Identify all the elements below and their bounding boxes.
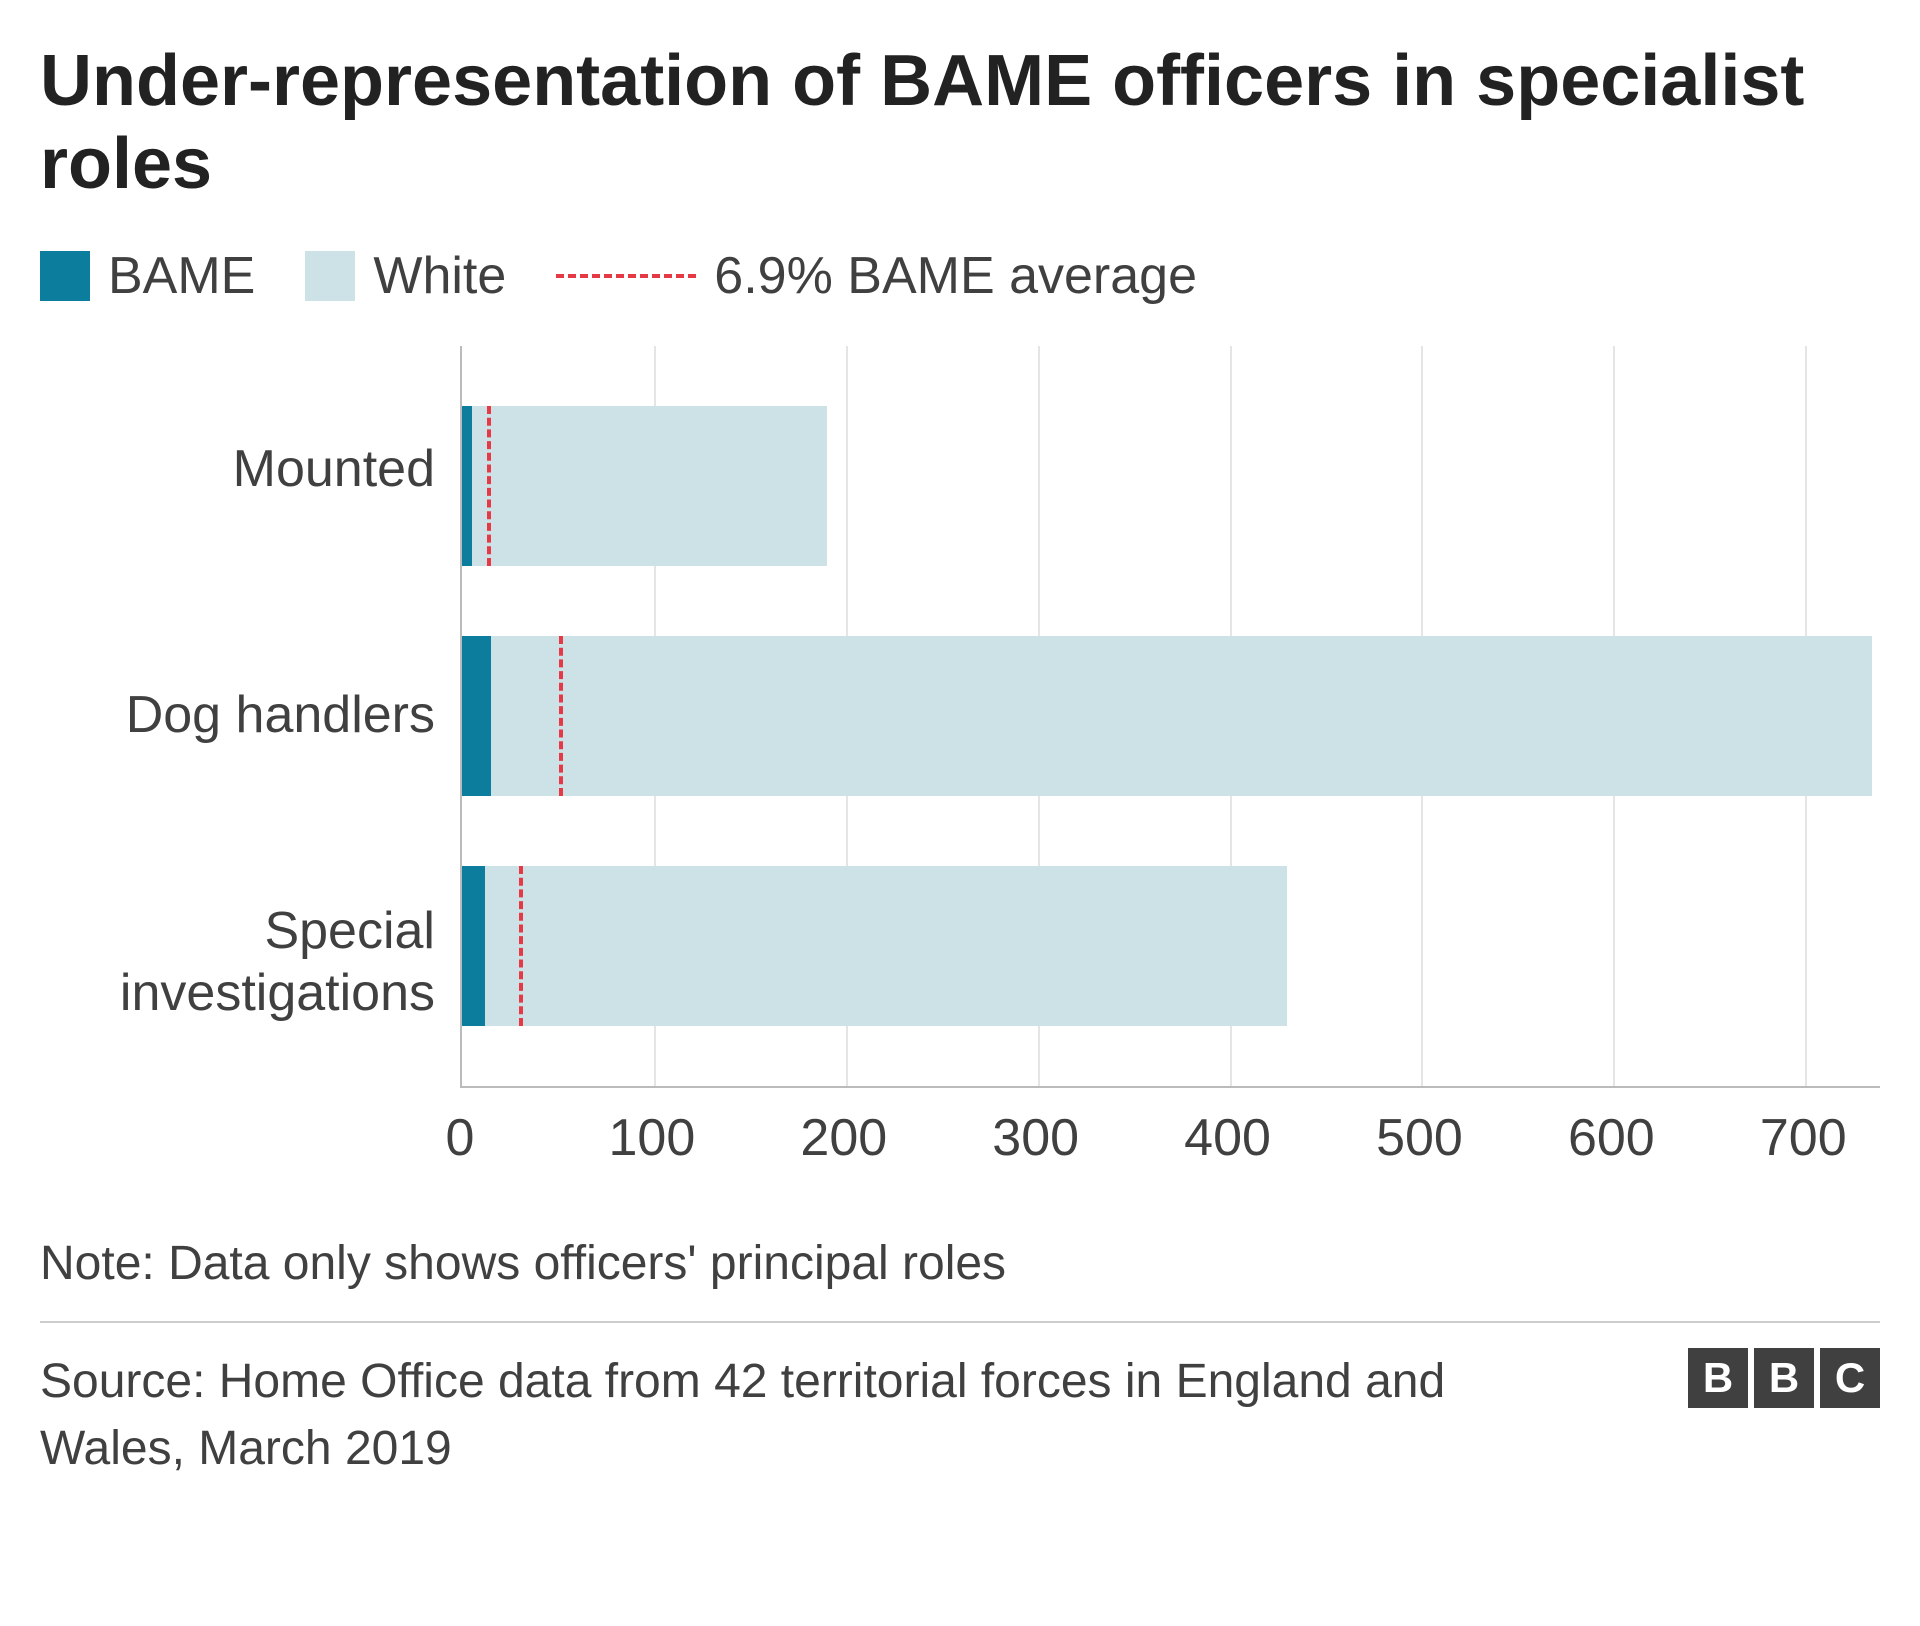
- x-tick: 100: [609, 1108, 696, 1168]
- bbc-letter: B: [1688, 1348, 1748, 1408]
- bar-segment-white: [472, 406, 827, 566]
- y-axis-labels: MountedDog handlersSpecial investigation…: [40, 346, 460, 1086]
- legend-label-average: 6.9% BAME average: [714, 246, 1197, 306]
- y-label: Special investigations: [40, 847, 435, 1077]
- legend: BAME White 6.9% BAME average: [40, 246, 1880, 306]
- chart-container: Under-representation of BAME officers in…: [40, 40, 1880, 1482]
- source-text: Source: Home Office data from 42 territo…: [40, 1348, 1540, 1482]
- bars-inner: [462, 346, 1880, 1086]
- x-tick: 300: [992, 1108, 1079, 1168]
- chart-note: Note: Data only shows officers' principa…: [40, 1236, 1880, 1323]
- bar-segment-bame: [462, 636, 491, 796]
- legend-item-white: White: [305, 246, 506, 306]
- y-label: Mounted: [40, 354, 435, 584]
- bar-segment-bame: [462, 406, 472, 566]
- bar-row: [462, 601, 1880, 831]
- legend-item-average: 6.9% BAME average: [556, 246, 1197, 306]
- average-line: [519, 866, 523, 1026]
- average-line: [559, 636, 563, 796]
- x-tick: 700: [1760, 1108, 1847, 1168]
- legend-item-bame: BAME: [40, 246, 255, 306]
- swatch-white: [305, 251, 355, 301]
- bars-region: [460, 346, 1880, 1086]
- bar-segment-bame: [462, 866, 485, 1026]
- swatch-bame: [40, 251, 90, 301]
- legend-label-white: White: [373, 246, 506, 306]
- average-line: [487, 406, 491, 566]
- chart-title: Under-representation of BAME officers in…: [40, 40, 1880, 206]
- bbc-letter: C: [1820, 1348, 1880, 1408]
- bar-segment-white: [485, 866, 1287, 1026]
- x-tick: 600: [1568, 1108, 1655, 1168]
- x-tick: 400: [1184, 1108, 1271, 1168]
- source-row: Source: Home Office data from 42 territo…: [40, 1348, 1880, 1482]
- swatch-average: [556, 274, 696, 278]
- legend-label-bame: BAME: [108, 246, 255, 306]
- bar-segment-white: [491, 636, 1873, 796]
- x-tick: 0: [446, 1108, 475, 1168]
- bbc-logo: BBC: [1688, 1348, 1880, 1408]
- x-tick: 200: [800, 1108, 887, 1168]
- y-label: Dog handlers: [40, 601, 435, 831]
- x-axis: 0100200300400500600700: [460, 1086, 1880, 1176]
- bar-row: [462, 831, 1880, 1061]
- plot-area: MountedDog handlersSpecial investigation…: [40, 346, 1880, 1086]
- bar-row: [462, 371, 1880, 601]
- bbc-letter: B: [1754, 1348, 1814, 1408]
- x-tick: 500: [1376, 1108, 1463, 1168]
